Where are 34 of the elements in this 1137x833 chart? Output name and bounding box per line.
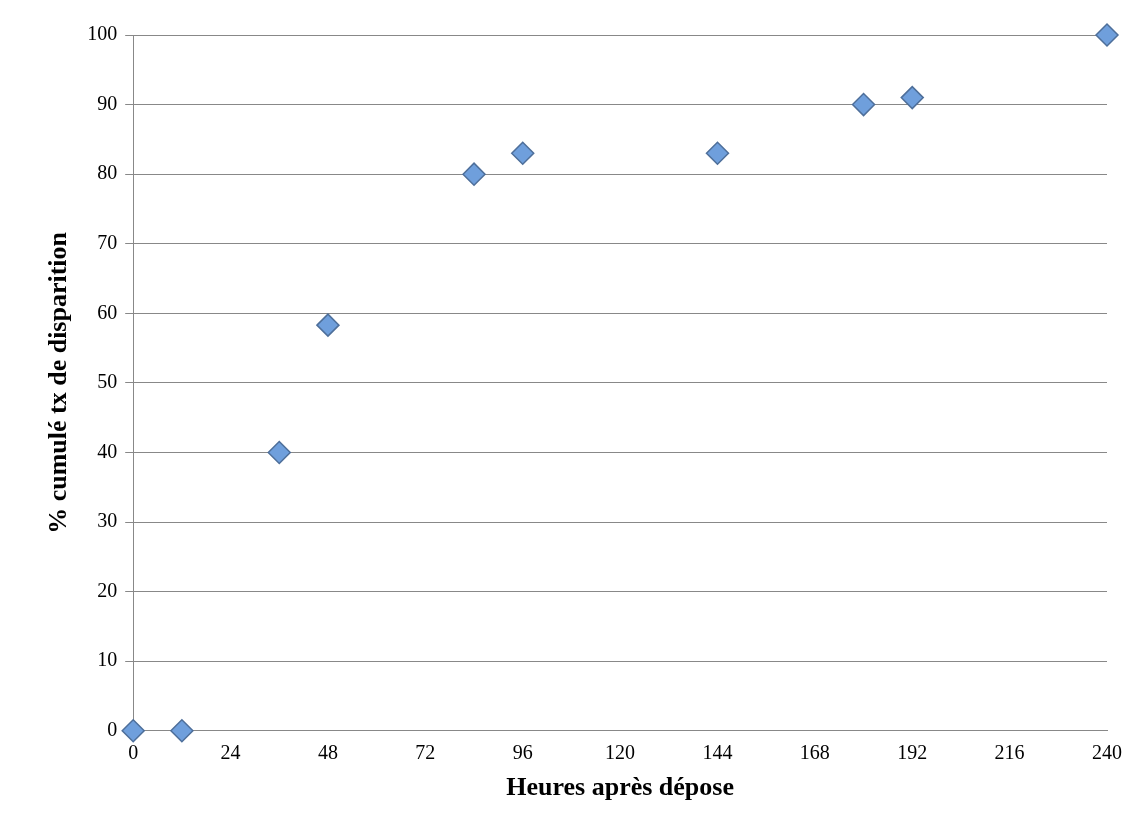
point: [705, 141, 730, 166]
point: [170, 719, 194, 743]
point: [1095, 23, 1119, 47]
y-tick-label: 100: [87, 22, 118, 45]
point: [510, 141, 535, 166]
x-tick-label: 24: [220, 741, 241, 764]
point: [851, 92, 876, 117]
x-tick-label: 240: [1092, 741, 1122, 764]
y-tick-label: 0: [107, 718, 118, 741]
y-tick-label: 20: [97, 578, 118, 601]
point: [267, 440, 292, 465]
y-tick-label: 30: [97, 509, 118, 532]
x-tick-label: 216: [994, 741, 1025, 764]
point: [900, 85, 924, 110]
y-tick-label: 40: [97, 439, 118, 462]
y-tick-label: 90: [97, 91, 118, 114]
point: [462, 162, 486, 186]
y-tick-label: 10: [97, 648, 118, 671]
x-tick-label: 0: [128, 741, 139, 764]
y-tick-label: 60: [97, 300, 118, 323]
y-axis-title: % cumulé tx de disparition: [43, 231, 73, 534]
x-tick-label: 96: [512, 741, 533, 764]
x-axis-title: Heures après dépose: [506, 772, 734, 802]
y-tick-label: 70: [97, 230, 118, 253]
x-tick-label: 168: [799, 741, 830, 764]
x-tick-label: 144: [702, 741, 733, 764]
point: [316, 313, 340, 337]
point: [121, 719, 145, 743]
y-tick-label: 50: [97, 370, 118, 393]
x-tick-label: 48: [317, 741, 338, 764]
x-tick-label: 192: [897, 741, 928, 764]
x-tick-label: 72: [415, 741, 436, 764]
x-tick-label: 120: [605, 741, 636, 764]
y-tick-label: 80: [97, 161, 118, 184]
